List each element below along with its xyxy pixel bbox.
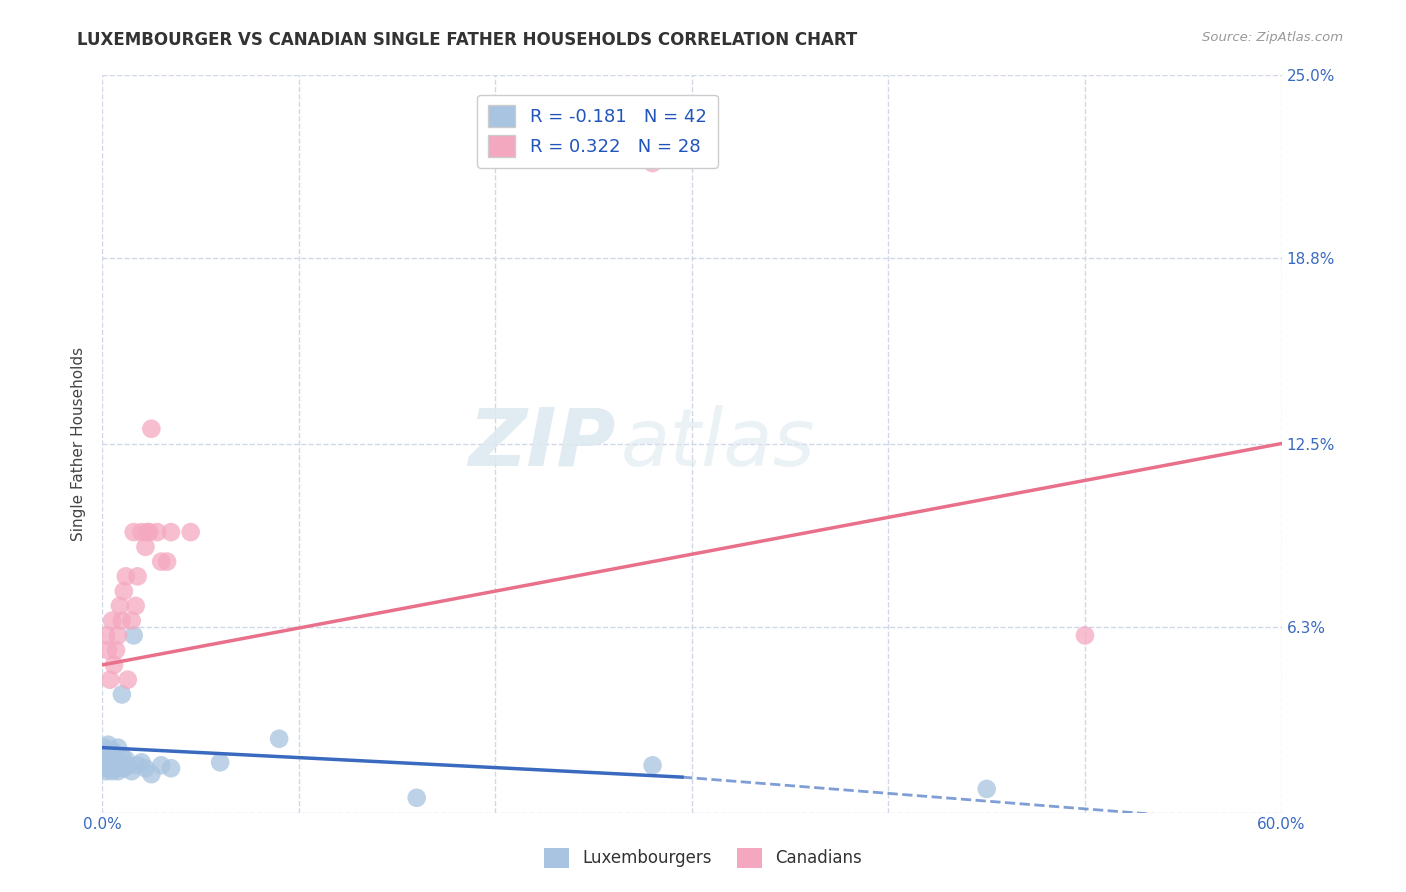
Point [131, 525, 153, 540]
Y-axis label: Single Father Households: Single Father Households [72, 346, 86, 541]
Point [117, 758, 139, 772]
Point [94, 758, 117, 772]
Point [103, 747, 125, 761]
Point [93, 740, 115, 755]
Point [180, 525, 202, 540]
Point [98, 758, 121, 772]
Point [121, 764, 143, 779]
Point [93, 752, 115, 766]
Point [150, 555, 173, 569]
Point [104, 643, 127, 657]
Point [976, 781, 998, 796]
Point [269, 731, 291, 746]
Point [97, 761, 120, 775]
Point [108, 599, 131, 613]
Legend: R = -0.181   N = 42, R = 0.322   N = 28: R = -0.181 N = 42, R = 0.322 N = 28 [478, 95, 717, 168]
Text: atlas: atlas [621, 405, 815, 483]
Point [111, 688, 134, 702]
Point [94, 749, 117, 764]
Point [136, 525, 159, 540]
Point [641, 758, 664, 772]
Point [146, 525, 169, 540]
Point [160, 761, 183, 775]
Point [209, 756, 232, 770]
Point [94, 628, 117, 642]
Point [98, 749, 121, 764]
Point [117, 673, 139, 687]
Point [127, 569, 149, 583]
Point [122, 525, 145, 540]
Point [156, 555, 179, 569]
Point [98, 756, 121, 770]
Point [124, 599, 146, 613]
Point [138, 525, 160, 540]
Point [94, 743, 117, 757]
Point [107, 764, 129, 779]
Point [107, 628, 129, 642]
Point [98, 673, 121, 687]
Point [93, 761, 115, 775]
Point [150, 758, 173, 772]
Point [134, 540, 156, 554]
Point [114, 569, 136, 583]
Text: Source: ZipAtlas.com: Source: ZipAtlas.com [1202, 31, 1343, 45]
Point [107, 740, 129, 755]
Point [114, 752, 136, 766]
Legend: Luxembourgers, Canadians: Luxembourgers, Canadians [537, 841, 869, 875]
Point [104, 756, 127, 770]
Point [131, 756, 153, 770]
Point [112, 584, 135, 599]
Point [405, 790, 427, 805]
Point [160, 525, 183, 540]
Point [101, 614, 124, 628]
Point [121, 614, 143, 628]
Point [111, 614, 134, 628]
Point [97, 747, 120, 761]
Point [134, 761, 156, 775]
Point [97, 643, 120, 657]
Point [127, 758, 149, 772]
Point [111, 749, 134, 764]
Text: ZIP: ZIP [468, 405, 616, 483]
Point [141, 422, 163, 436]
Point [101, 743, 124, 757]
Point [97, 752, 120, 766]
Point [104, 761, 127, 775]
Point [103, 758, 125, 772]
Point [641, 156, 664, 170]
Point [108, 758, 131, 772]
Point [97, 738, 120, 752]
Point [94, 764, 117, 779]
Point [112, 761, 135, 775]
Text: LUXEMBOURGER VS CANADIAN SINGLE FATHER HOUSEHOLDS CORRELATION CHART: LUXEMBOURGER VS CANADIAN SINGLE FATHER H… [77, 31, 858, 49]
Point [101, 752, 124, 766]
Point [103, 657, 125, 672]
Point [122, 628, 145, 642]
Point [1074, 628, 1097, 642]
Point [101, 764, 124, 779]
Point [141, 767, 163, 781]
